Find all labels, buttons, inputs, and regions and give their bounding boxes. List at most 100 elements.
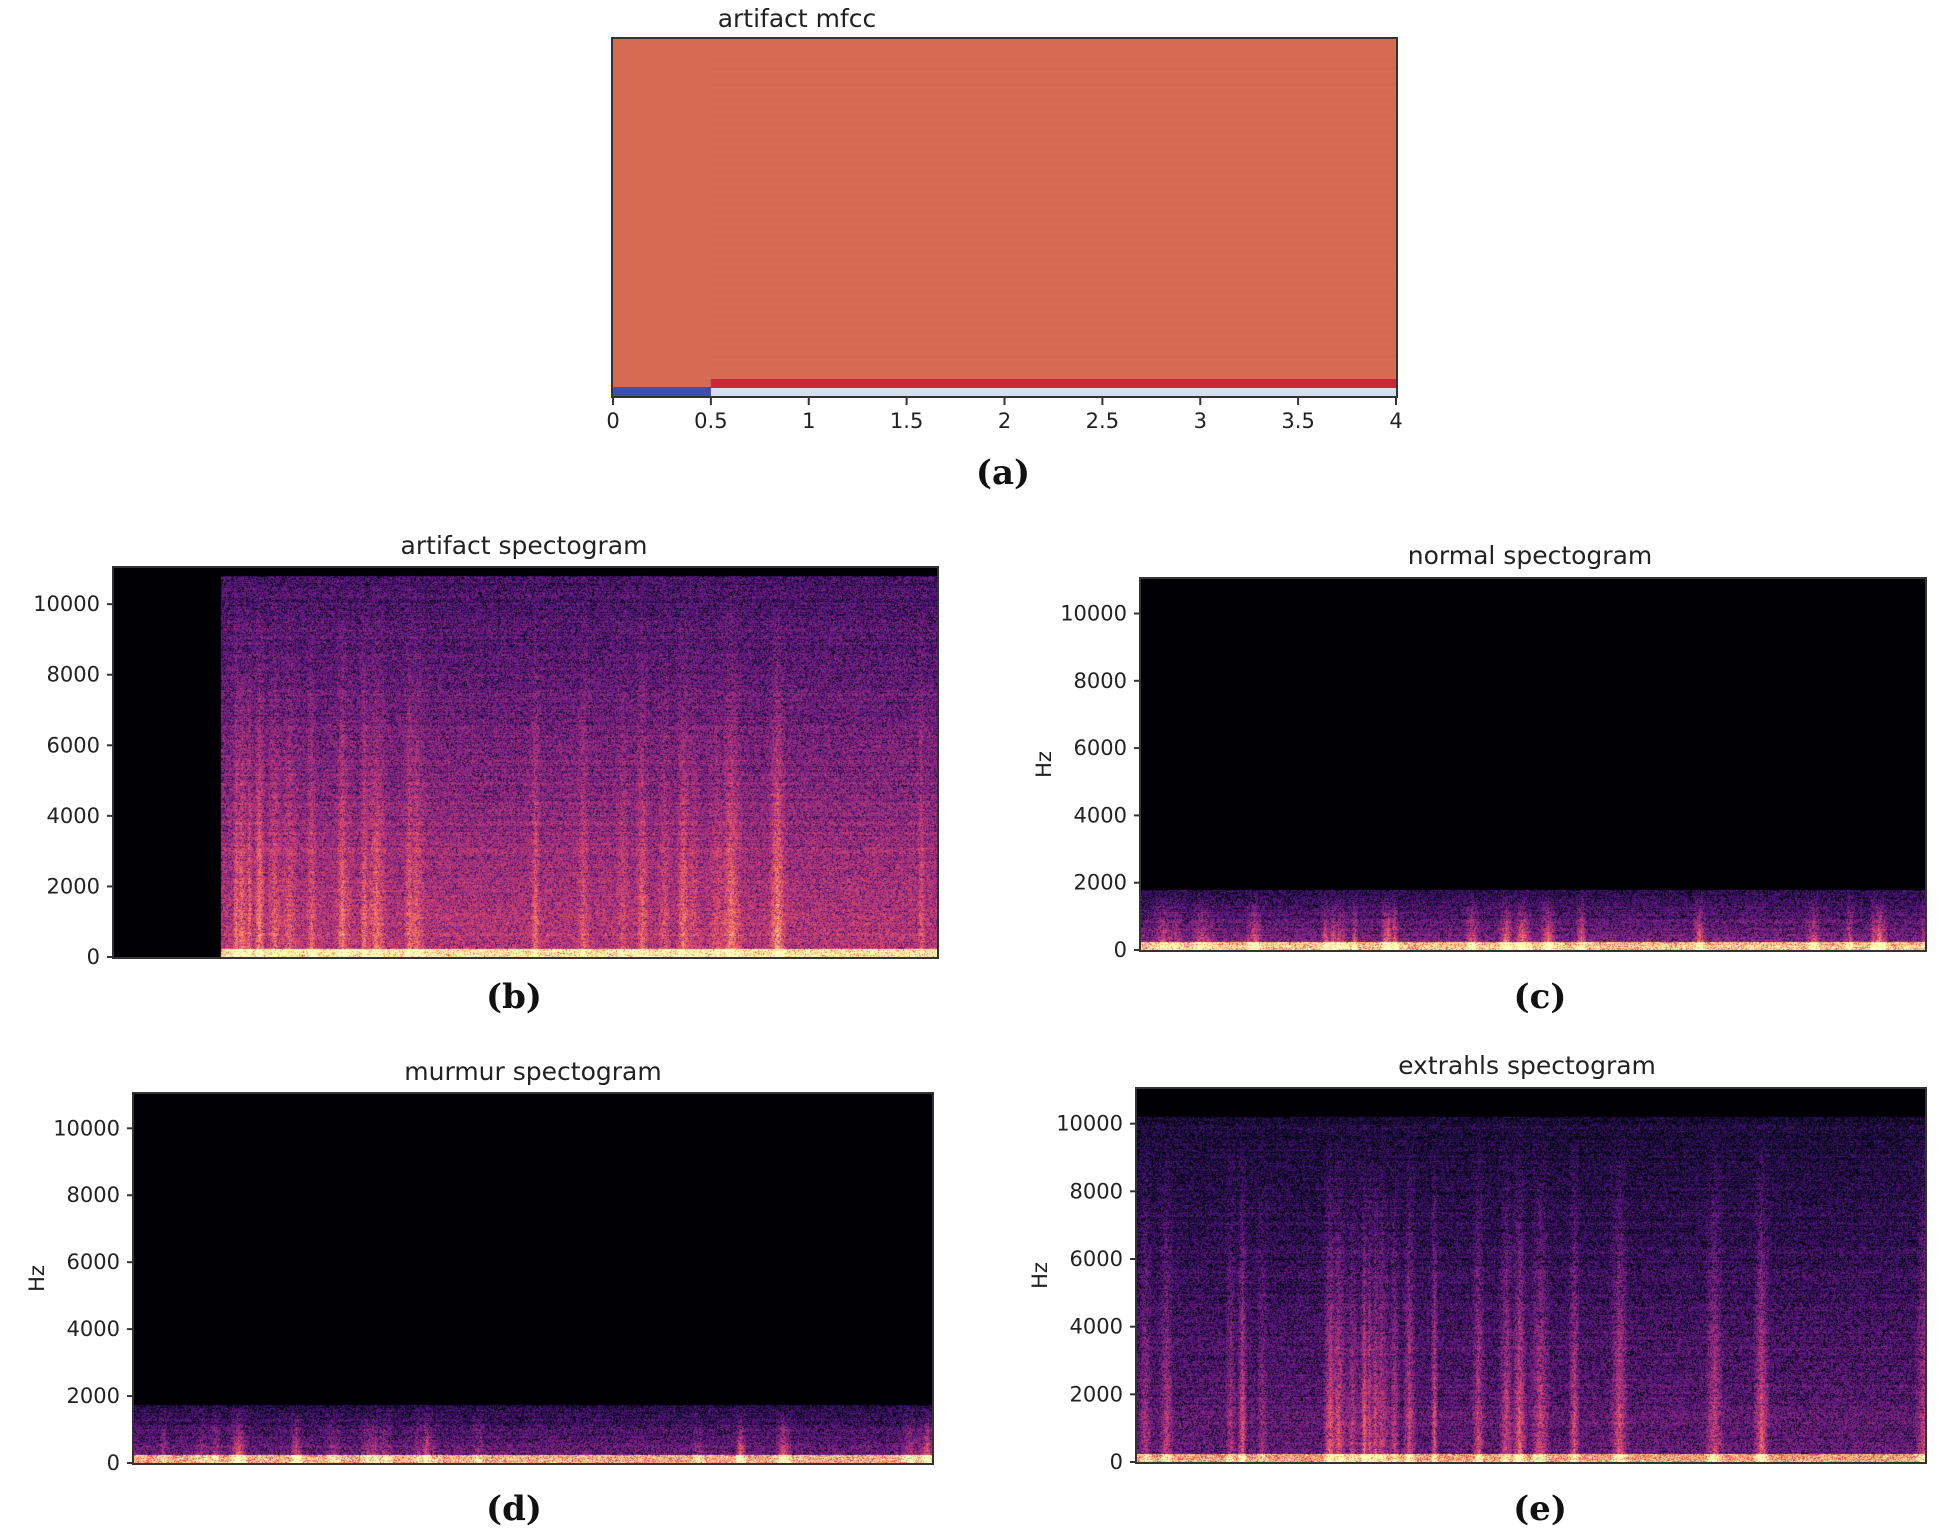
y-tick-label: 8000 xyxy=(67,1183,120,1207)
y-tick-label: 4000 xyxy=(67,1317,120,1341)
panel-d-title: murmur spectogram xyxy=(404,1057,662,1086)
panel-e-title: extrahls spectogram xyxy=(1398,1051,1656,1080)
panel-a-plot xyxy=(611,37,1398,398)
y-tick-label: 6000 xyxy=(1070,1247,1123,1271)
mfcc-texture-row xyxy=(710,283,1396,286)
mfcc-texture-row xyxy=(710,99,1396,102)
x-tick-label: 4 xyxy=(1389,409,1402,433)
x-tick-label: 2.5 xyxy=(1086,409,1119,433)
mfcc-texture-row xyxy=(710,347,1396,350)
x-tick-label: 1.5 xyxy=(890,409,923,433)
mfcc-texture-row xyxy=(710,291,1396,294)
mfcc-high-band xyxy=(710,379,1396,388)
mfcc-texture-row xyxy=(710,331,1396,334)
mfcc-texture-row xyxy=(710,155,1396,158)
mfcc-texture-row xyxy=(710,299,1396,302)
panel-b-title: artifact spectogram xyxy=(400,531,648,560)
y-tick-label: 8000 xyxy=(1070,1179,1123,1203)
mfcc-texture-row xyxy=(710,243,1396,246)
mfcc-texture-row xyxy=(710,147,1396,150)
y-tick-label: 8000 xyxy=(1074,669,1127,693)
mfcc-texture-row xyxy=(710,179,1396,182)
y-tick-label: 6000 xyxy=(1074,736,1127,760)
y-tick-label: 0 xyxy=(1110,1450,1123,1474)
mfcc-texture-row xyxy=(710,75,1396,78)
y-tick-label: 2000 xyxy=(47,874,100,898)
y-tick-label: 10000 xyxy=(33,592,100,616)
mfcc-texture-row xyxy=(710,91,1396,94)
panel-e-plot xyxy=(1135,1087,1927,1464)
mfcc-texture-row xyxy=(710,115,1396,118)
panel-b-plot xyxy=(112,566,939,959)
mfcc-texture-row xyxy=(710,195,1396,198)
mfcc-texture-row xyxy=(710,251,1396,254)
mfcc-texture-row xyxy=(710,307,1396,310)
mfcc-texture-row xyxy=(710,131,1396,134)
panel-a-title: artifact mfcc xyxy=(717,4,877,33)
mfcc-texture-row xyxy=(710,67,1396,70)
y-tick-label: 0 xyxy=(1114,938,1127,962)
panel-b-caption: (b) xyxy=(486,977,542,1017)
mfcc-texture-row xyxy=(710,323,1396,326)
mfcc-texture-row xyxy=(710,315,1396,318)
artifact-spectrogram xyxy=(114,568,937,957)
y-tick-label: 4000 xyxy=(47,804,100,828)
y-axis-label: Hz xyxy=(1028,1262,1052,1289)
mfcc-texture-row xyxy=(710,59,1396,62)
y-tick-label: 0 xyxy=(107,1451,120,1475)
y-tick-label: 10000 xyxy=(1056,1112,1123,1136)
y-tick-label: 6000 xyxy=(47,733,100,757)
mfcc-heatmap xyxy=(613,39,1396,396)
mfcc-low-band xyxy=(613,387,711,396)
y-tick-label: 10000 xyxy=(53,1116,120,1140)
x-tick-label: 1 xyxy=(802,409,815,433)
mfcc-texture-row xyxy=(710,355,1396,358)
mfcc-texture-row xyxy=(710,267,1396,270)
y-axis-label: Hz xyxy=(1032,751,1056,778)
mfcc-texture-row xyxy=(710,339,1396,342)
x-tick-label: 3 xyxy=(1194,409,1207,433)
normal-spectrogram xyxy=(1141,579,1925,950)
y-tick-label: 2000 xyxy=(1070,1382,1123,1406)
y-tick-label: 2000 xyxy=(67,1384,120,1408)
mfcc-texture-row xyxy=(710,219,1396,222)
murmur-spectrogram xyxy=(134,1094,932,1463)
panel-c-plot xyxy=(1139,577,1927,952)
extrahls-spectrogram xyxy=(1137,1089,1925,1462)
mfcc-texture-row xyxy=(710,227,1396,230)
mfcc-texture-row xyxy=(710,107,1396,110)
mfcc-texture-row xyxy=(710,235,1396,238)
y-tick-label: 10000 xyxy=(1060,601,1127,625)
panel-d-plot xyxy=(132,1092,934,1465)
y-tick-label: 0 xyxy=(87,945,100,969)
mfcc-texture-row xyxy=(710,187,1396,190)
panel-c-caption: (c) xyxy=(1513,977,1567,1017)
mfcc-texture-row xyxy=(710,203,1396,206)
mfcc-texture-row xyxy=(710,139,1396,142)
mfcc-texture-row xyxy=(710,363,1396,366)
mfcc-texture-row xyxy=(710,83,1396,86)
x-tick-label: 2 xyxy=(998,409,1011,433)
mfcc-body xyxy=(613,39,1396,396)
mfcc-texture-row xyxy=(710,163,1396,166)
x-tick-label: 0 xyxy=(606,409,619,433)
mfcc-texture-row xyxy=(710,259,1396,262)
y-axis-label: Hz xyxy=(25,1265,49,1292)
y-tick-label: 4000 xyxy=(1070,1315,1123,1339)
mfcc-texture-row xyxy=(710,275,1396,278)
y-tick-label: 6000 xyxy=(67,1250,120,1274)
y-tick-label: 4000 xyxy=(1074,803,1127,827)
panel-e-caption: (e) xyxy=(1513,1489,1567,1529)
mfcc-texture-row xyxy=(710,211,1396,214)
y-tick-label: 2000 xyxy=(1074,871,1127,895)
panel-a-caption: (a) xyxy=(975,453,1031,493)
mfcc-texture-row xyxy=(710,171,1396,174)
x-tick-label: 3.5 xyxy=(1281,409,1314,433)
mfcc-light-band xyxy=(710,388,1396,396)
mfcc-texture-row xyxy=(710,123,1396,126)
